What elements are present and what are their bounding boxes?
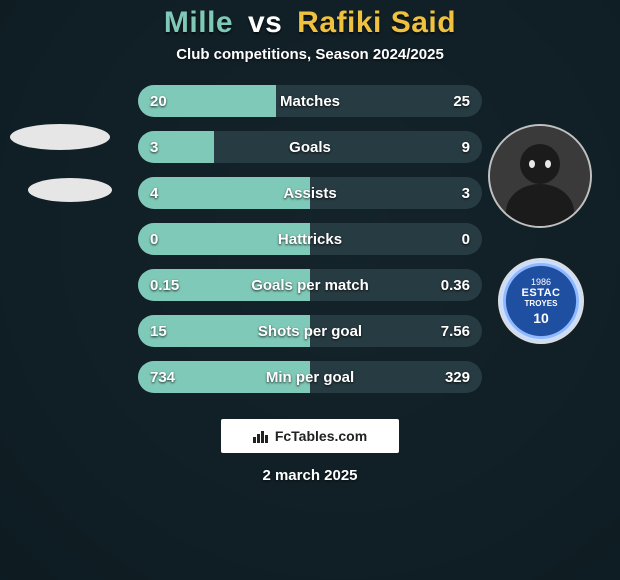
- brand-text: FcTables.com: [275, 428, 367, 444]
- bar-label: Shots per goal: [138, 315, 482, 347]
- chart-icon: [253, 429, 269, 443]
- bar-label: Assists: [138, 177, 482, 209]
- brand-badge: FcTables.com: [221, 419, 399, 453]
- bar-label: Hattricks: [138, 223, 482, 255]
- date-label: 2 march 2025: [0, 467, 620, 484]
- stat-rows: 2025Matches 39Goals 43Assists 00Hattricks 0.…: [138, 85, 482, 393]
- stat-row: 0.150.36Goals per match: [138, 269, 482, 301]
- stat-row: 39Goals: [138, 131, 482, 163]
- player-b-name: Rafiki Said: [297, 6, 456, 39]
- bar-label: Matches: [138, 85, 482, 117]
- bar-label: Goals per match: [138, 269, 482, 301]
- bar-label: Min per goal: [138, 361, 482, 393]
- stat-row: 2025Matches: [138, 85, 482, 117]
- stat-row: 157.56Shots per goal: [138, 315, 482, 347]
- stat-row: 43Assists: [138, 177, 482, 209]
- stat-row: 734329Min per goal: [138, 361, 482, 393]
- subtitle: Club competitions, Season 2024/2025: [0, 46, 620, 63]
- player-a-name: Mille: [164, 6, 233, 39]
- bar-label: Goals: [138, 131, 482, 163]
- stat-row: 00Hattricks: [138, 223, 482, 255]
- page-title: Mille vs Rafiki Said: [0, 6, 620, 40]
- vs-label: vs: [248, 6, 282, 39]
